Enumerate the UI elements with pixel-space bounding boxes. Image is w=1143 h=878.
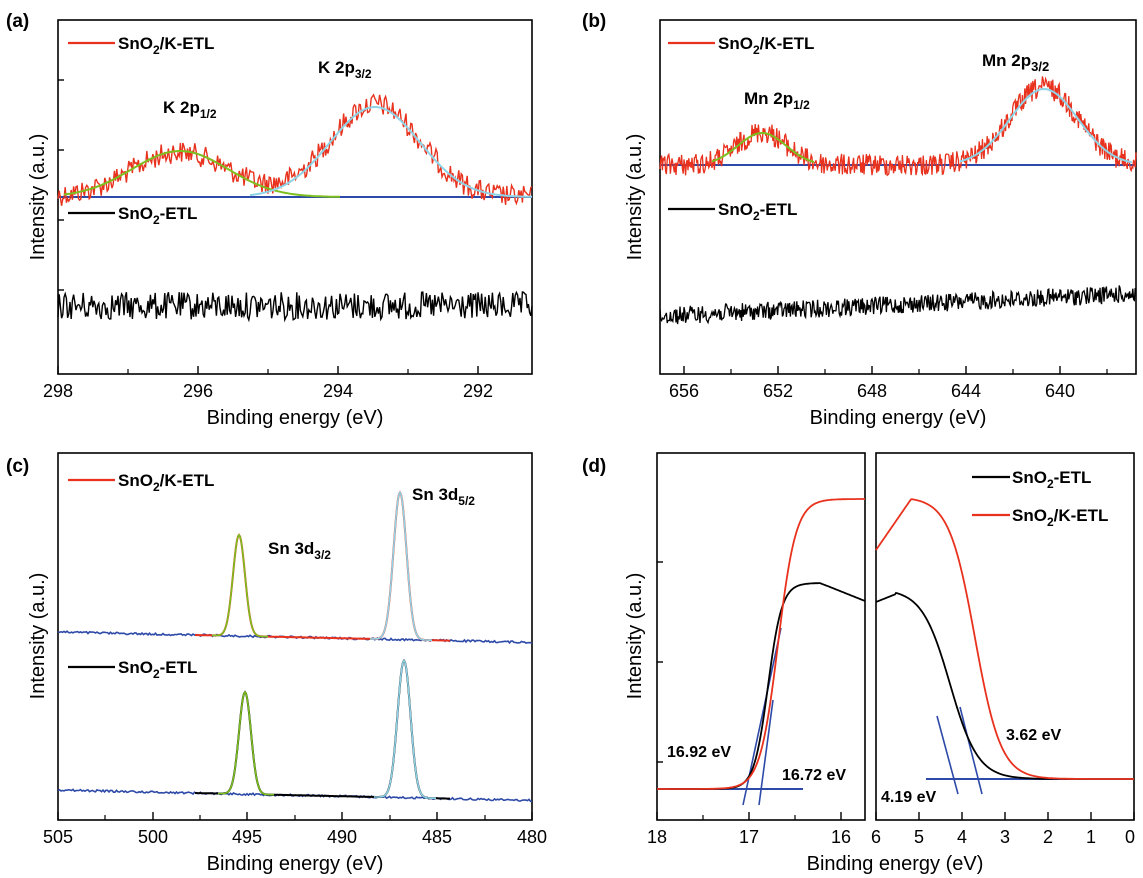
series-line-sno2-k-etl [659, 76, 1137, 177]
x-tick-label: 294 [323, 381, 353, 401]
onset-fit-line [959, 706, 983, 795]
annotation-label: 16.92 eV [667, 744, 731, 761]
x-tick-label: 495 [232, 827, 262, 847]
panel-d: (d) 18 17 16 6 5 4 3 2 1 [582, 452, 1135, 875]
peak-label: Sn 3d5/2 [412, 485, 475, 508]
legend-item: SnO2/K-ETL [118, 34, 214, 57]
legend-item: SnO2/K-ETL [718, 34, 814, 57]
series-line-sno2-k-etl [875, 498, 1134, 780]
x-tick-label: 0 [1125, 827, 1135, 847]
panel-b-label: (b) [582, 11, 606, 32]
legend-item: SnO2-ETL [1012, 468, 1091, 491]
x-axis-label: Binding energy (eV) [207, 407, 384, 429]
annotation-label: 16.72 eV [782, 767, 846, 784]
x-tick-label: 292 [463, 381, 493, 401]
y-axis-label: Intensity (a.u.) [624, 134, 646, 261]
fit-curve-sn-3d3-2 [212, 533, 268, 638]
peak-label: Sn 3d3/2 [268, 539, 331, 562]
fit-curve-sn-3d5-2 [373, 659, 436, 800]
x-tick-label: 640 [1045, 381, 1075, 401]
panel-a-label: (a) [6, 11, 29, 32]
x-tick-label: 296 [183, 381, 213, 401]
peak-label: K 2p1/2 [163, 98, 217, 121]
y-axis-label: Intensity (a.u.) [27, 134, 49, 261]
fit-curve-sn-3d3-2 [218, 690, 275, 796]
x-tick-label: 490 [327, 827, 357, 847]
y-axis-label: Intensity (a.u.) [624, 573, 646, 700]
x-tick-label: 16 [831, 827, 851, 847]
legend: SnO2/K-ETL SnO2-ETL [668, 34, 814, 223]
fit-curve-k-2p3-2 [249, 106, 532, 198]
x-tick-label: 6 [871, 827, 881, 847]
x-tick-label: 480 [517, 827, 547, 847]
x-tick-label: 4 [957, 827, 967, 847]
x-axis-label: Binding energy (eV) [810, 407, 987, 429]
legend: SnO2/K-ETL SnO2-ETL [68, 471, 214, 681]
onset-fit-line [936, 715, 959, 795]
series-line-sno2-k-etl [57, 93, 533, 206]
x-tick-label: 656 [669, 381, 699, 401]
x-axis-ticks [57, 366, 479, 374]
fit-curve-mn-2p1-2 [711, 131, 815, 163]
series-line-sno2-k-etl [657, 498, 865, 790]
x-tick-label: 1 [1086, 827, 1096, 847]
x-tick-label: 3 [1000, 827, 1010, 847]
fit-curve-mn-2p3-2 [959, 87, 1133, 164]
peak-label: K 2p3/2 [318, 58, 372, 81]
series-line-sno2-etl [57, 290, 533, 323]
x-tick-label: 652 [763, 381, 793, 401]
legend-item: SnO2-ETL [718, 200, 797, 223]
legend-item: SnO2/K-ETL [118, 471, 214, 494]
x-tick-label: 505 [43, 827, 73, 847]
series-line-sno2-etl [659, 285, 1137, 325]
x-axis-ticks [656, 812, 1135, 820]
x-axis-label: Binding energy (eV) [207, 853, 384, 875]
x-tick-label: 298 [43, 381, 73, 401]
x-tick-label: 5 [914, 827, 924, 847]
fit-curve-sn-3d5-2 [370, 490, 432, 641]
panel-a: (a) 298 296 294 292 Binding energy (eV) … [6, 11, 533, 429]
panel-c-label: (c) [6, 456, 29, 477]
y-axis-label: Intensity (a.u.) [27, 573, 49, 700]
panel-d-label: (d) [582, 456, 606, 477]
x-tick-label: 485 [422, 827, 452, 847]
x-axis-ticks [683, 366, 1108, 374]
y-axis-ticks [657, 561, 663, 763]
annotation-label: 3.62 eV [1006, 727, 1061, 744]
x-axis-label: Binding energy (eV) [807, 853, 984, 875]
peak-label: Mn 2p1/2 [744, 89, 810, 112]
plot-frame-left [656, 452, 866, 821]
x-tick-label: 500 [138, 827, 168, 847]
legend-item: SnO2-ETL [118, 204, 197, 227]
peak-label: Mn 2p3/2 [982, 51, 1049, 74]
x-axis-ticks [57, 812, 533, 820]
annotation-label: 4.19 eV [881, 789, 936, 806]
x-tick-label: 17 [739, 827, 759, 847]
legend: SnO2/K-ETL SnO2-ETL [68, 34, 214, 227]
plot-frame [659, 19, 1137, 375]
x-tick-label: 644 [951, 381, 981, 401]
x-tick-label: 18 [647, 827, 667, 847]
legend-item: SnO2-ETL [118, 658, 197, 681]
legend-item: SnO2/K-ETL [1012, 506, 1108, 529]
legend: SnO2-ETL SnO2/K-ETL [972, 468, 1108, 529]
panel-c: (c) 505 500 495 490 485 480 Binding ener… [6, 452, 547, 875]
x-tick-label: 648 [857, 381, 887, 401]
panel-b: (b) 656 652 648 644 640 Binding energy (… [582, 11, 1137, 429]
x-tick-label: 2 [1043, 827, 1053, 847]
fit-curve-k-2p1-2 [63, 150, 340, 198]
series-line-sno2-etl [875, 591, 1134, 780]
y-axis-ticks [58, 79, 64, 291]
onset-fit-line [758, 699, 774, 806]
